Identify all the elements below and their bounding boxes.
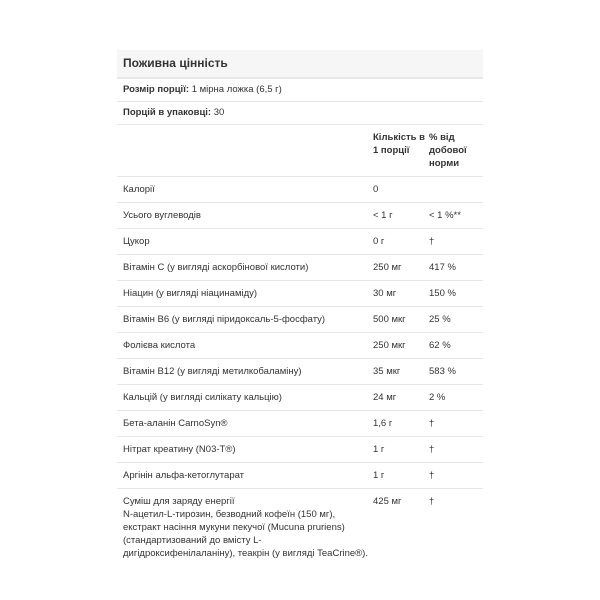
cell-dv: 25 % <box>429 314 451 325</box>
cell-name: Вітамін C (у вигляді аскорбінової кислот… <box>123 262 309 273</box>
cell-dv: † <box>429 418 435 429</box>
cell-name: Ніацин (у вигляді ніацинаміду) <box>123 288 258 299</box>
table-row: Аргінін альфа-кетоглутарат 1 г † <box>117 463 483 489</box>
cell-amount: 1 г <box>373 444 385 455</box>
blend-description: N-ацетил-L-тирозин, безводний кофеїн (15… <box>123 509 368 559</box>
table-row-blend: Суміш для заряду енергії N-ацетил-L-тироз… <box>117 489 483 566</box>
table-row: Вітамін B6 (у вигляді піридоксаль-5-фосф… <box>117 307 483 333</box>
serving-size: Розмір порції: 1 мірна ложка (6,5 г) <box>117 79 483 102</box>
column-headers: Кількість в 1 порції % від добової норми <box>117 125 483 177</box>
cell-name: Калорії <box>123 184 155 195</box>
cell-amount: 500 мкг <box>373 314 406 325</box>
cell-amount: 250 мг <box>373 262 402 273</box>
dv-header: % від добової норми <box>429 132 467 169</box>
cell-dv: 62 % <box>429 340 451 351</box>
cell-name: Фолієва кислота <box>123 340 196 351</box>
cell-name: Вітамін B6 (у вигляді піридоксаль-5-фосф… <box>123 314 326 325</box>
cell-name: Цукор <box>123 236 150 247</box>
nutrition-table: Поживна цінність Розмір порції: 1 мірна … <box>117 50 483 566</box>
cell-name: Нітрат креатину (N03-T®) <box>123 444 236 455</box>
cell-name: Вітамін B12 (у вигляді метилкобаламіну) <box>123 366 302 377</box>
servings-per-container: Порцій в упаковці: 30 <box>117 102 483 125</box>
cell-name: Аргінін альфа-кетоглутарат <box>123 470 245 481</box>
cell-amount: 1 г <box>373 470 385 481</box>
cell-amount: 0 г <box>373 236 385 247</box>
table-row: Калорії 0 <box>117 177 483 203</box>
table-row: Бета-аланін CarnoSyn® 1,6 г † <box>117 411 483 437</box>
cell-dv: < 1 %** <box>429 210 461 221</box>
table-row: Кальцій (у вигляді силікату кальцію) 24 м… <box>117 385 483 411</box>
cell-dv <box>429 177 483 189</box>
cell-dv: † <box>429 470 435 481</box>
blend-name: Суміш для заряду енергії <box>123 496 235 507</box>
cell-dv: † <box>429 236 435 247</box>
cell-dv: 417 % <box>429 262 456 273</box>
table-row: Фолієва кислота 250 мкг 62 % <box>117 333 483 359</box>
cell-name: Кальцій (у вигляді силікату кальцію) <box>123 392 282 403</box>
cell-amount: 30 мг <box>373 288 397 299</box>
amount-header: Кількість в 1 порції <box>373 132 425 156</box>
cell-dv: 583 % <box>429 366 456 377</box>
table-row: Вітамін B12 (у вигляді метилкобаламіну) 3… <box>117 359 483 385</box>
table-title: Поживна цінність <box>117 50 483 79</box>
blend-dv: † <box>429 496 435 507</box>
cell-amount: 35 мкг <box>373 366 401 377</box>
table-row: Цукор 0 г † <box>117 229 483 255</box>
cell-amount: 250 мкг <box>373 340 406 351</box>
cell-dv: † <box>429 444 435 455</box>
cell-amount: 1,6 г <box>373 418 393 429</box>
table-row: Ніацин (у вигляді ніацинаміду) 30 мг 150 % <box>117 281 483 307</box>
cell-amount: < 1 г <box>373 210 393 221</box>
blend-amount: 425 мг <box>373 496 402 507</box>
cell-amount: 24 мг <box>373 392 397 403</box>
cell-amount: 0 <box>373 184 379 195</box>
cell-name: Усього вуглеводів <box>123 210 201 221</box>
table-row: Усього вуглеводів < 1 г < 1 %** <box>117 203 483 229</box>
cell-dv: 2 % <box>429 392 446 403</box>
cell-name: Бета-аланін CarnoSyn® <box>123 418 228 429</box>
table-row: Вітамін C (у вигляді аскорбінової кислот… <box>117 255 483 281</box>
cell-dv: 150 % <box>429 288 456 299</box>
table-row: Нітрат креатину (N03-T®) 1 г † <box>117 437 483 463</box>
